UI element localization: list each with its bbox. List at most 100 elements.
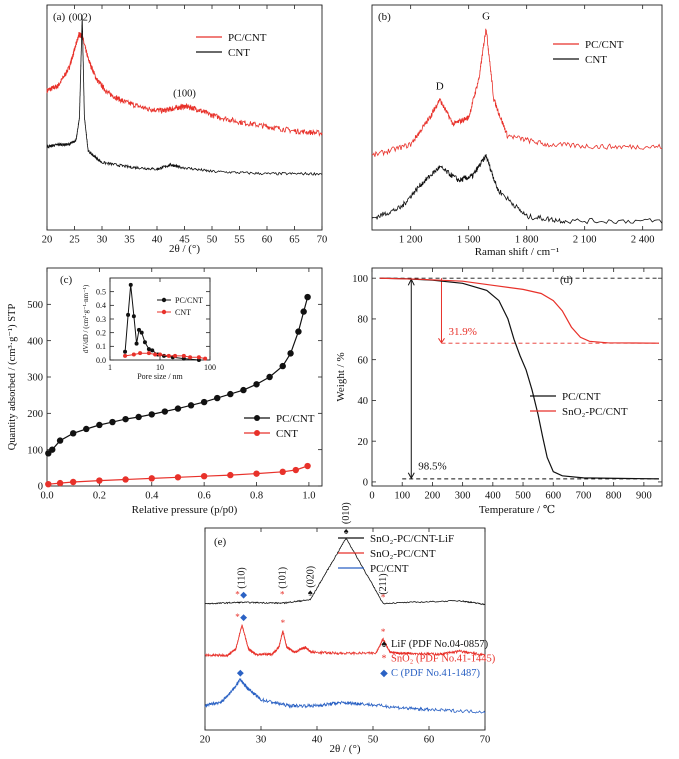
panel-d-x-axis-label: Temperature / ℃ xyxy=(479,504,555,516)
panel-c-inset-data-point xyxy=(126,312,131,317)
panel-c-inset-x-label: Pore size / nm xyxy=(137,372,183,381)
panel-c-ytick-label: 100 xyxy=(27,445,43,456)
panel-d-xtick-label: 100 xyxy=(394,491,410,502)
panel-c-inset-data-point xyxy=(128,282,133,287)
panel-c-xtick-label: 0.2 xyxy=(93,491,106,502)
panel-d-legend-label: SnO₂-PC/CNT xyxy=(562,406,628,418)
panel-d-xtick-label: 700 xyxy=(576,491,592,502)
panel-c-data-point xyxy=(287,350,294,357)
panel-d-xtick-label: 0 xyxy=(369,491,374,502)
panel-c-inset-legend-label: CNT xyxy=(175,308,191,317)
panel-b-band-annotation: G xyxy=(482,11,490,23)
panel-a-xtick-label: 25 xyxy=(69,235,80,246)
panel-c-inset-data-point xyxy=(131,314,136,319)
panel-c-data-point xyxy=(300,308,307,315)
panel-c-data-point xyxy=(83,425,90,433)
panel-e-phase-legend-marker: * xyxy=(382,654,387,665)
panel-b-xtick-label: 1 200 xyxy=(399,235,423,246)
panel-c-inset-legend-marker xyxy=(161,297,167,303)
panel-c-inset-data-point xyxy=(146,347,151,352)
panel-e-legend-label: SnO₂-PC/CNT-LiF xyxy=(370,533,454,545)
panel-c-legend-marker xyxy=(254,415,260,421)
panel-c-data-point xyxy=(148,475,155,482)
panel-b-xtick-label: 1 800 xyxy=(515,235,539,246)
panel-c-inset-ytick-label: 0.3 xyxy=(96,315,106,324)
panel-d-xtick-label: 900 xyxy=(636,491,652,502)
panel-c-inset-data-point xyxy=(181,353,186,358)
panel-c-inset-ytick-label: 0.2 xyxy=(96,328,106,337)
panel-e-hkl-label: (101) xyxy=(277,567,288,589)
panel-c-data-point xyxy=(227,471,234,479)
panel-d-y-axis-label: Weight / % xyxy=(335,352,347,401)
panel-c-inset-data-point xyxy=(150,348,155,353)
panel-c-inset-data-point xyxy=(181,356,186,361)
panel-d-xtick-label: 600 xyxy=(545,491,561,502)
panel-a-peak-annotation: (100) xyxy=(173,88,196,99)
panel-e-sno2-marker: * xyxy=(281,618,286,628)
panel-c-data-point xyxy=(122,476,129,483)
panel-e-carbon-marker: ◆ xyxy=(237,667,244,677)
panel-d-arrowhead-sno2 xyxy=(438,338,445,344)
panel-e-xrd-composites: 20 30 40 50 60 70 (e) (110) (101) (020) (010) (211)… xyxy=(200,502,496,755)
panel-c-data-point xyxy=(253,381,260,388)
panel-d-loss-annotation: 31.9% xyxy=(448,326,476,338)
panel-c-xtick-label: 0.0 xyxy=(40,491,53,502)
panel-c-data-point xyxy=(174,474,182,481)
panel-c-inset-data-point xyxy=(142,340,147,345)
panel-c-data-point xyxy=(49,446,56,453)
panel-c-ytick-label: 200 xyxy=(27,409,43,420)
panel-d-ytick-label: 0 xyxy=(363,478,368,489)
panel-d-ytick-label: 80 xyxy=(358,315,369,326)
panel-c-xtick-label: 0.6 xyxy=(198,491,211,502)
panel-e-hkl-label: (110) xyxy=(236,567,247,588)
panel-d-ytick-label: 40 xyxy=(358,396,369,407)
panel-b-plot-frame xyxy=(371,4,663,231)
panel-a-xtick-label: 50 xyxy=(207,235,218,246)
panel-a-xtick-label: 35 xyxy=(124,235,135,246)
panel-a-xtick-label: 20 xyxy=(42,235,53,246)
panel-e-xtick-label: 30 xyxy=(256,735,267,746)
panel-c-inset-data-point xyxy=(188,355,193,360)
panel-b-xtick-label: 2 400 xyxy=(631,235,655,246)
panel-d-ytick-label: 100 xyxy=(352,274,368,285)
panel-d-legend-label: PC/CNT xyxy=(562,391,601,403)
panel-e-hkl-label: (010) xyxy=(341,502,352,524)
panel-c-inset-data-point xyxy=(123,353,128,358)
panel-c-inset-xtick-label: 100 xyxy=(204,363,216,372)
panel-c-inset-data-point xyxy=(166,353,171,358)
panel-b-legend-label: CNT xyxy=(585,54,607,66)
panel-d-xtick-label: 800 xyxy=(606,491,622,502)
panel-c-data-point xyxy=(253,470,260,477)
panel-d-tga: 0 100 200 300 400 500 600 700 800 900 0 20 40 60 80 100… xyxy=(335,267,663,516)
panel-a-xtick-label: 45 xyxy=(179,235,190,246)
panel-b-band-annotation: D xyxy=(436,81,444,93)
panel-c-inset-data-point xyxy=(136,327,141,332)
panel-c-data-point xyxy=(109,418,116,426)
panel-c-inset-ytick-label: 0.5 xyxy=(96,287,106,296)
panel-c-data-point xyxy=(279,468,286,476)
panel-e-series-line xyxy=(204,537,486,606)
panel-e-xtick-label: 40 xyxy=(312,735,323,746)
panel-d-xtick-label: 500 xyxy=(515,491,531,502)
panel-d-plot-frame xyxy=(371,267,663,487)
panel-c-inset-xtick-label: 10 xyxy=(156,363,164,372)
panel-c-inset-data-point xyxy=(173,353,178,358)
panel-c-inset-xtick-label: 1 xyxy=(108,363,112,372)
panel-e-phase-legend-marker: ◆ xyxy=(380,668,388,679)
panel-a-series-line xyxy=(46,31,323,137)
panel-e-lif-marker: ♠ xyxy=(344,526,349,536)
panel-e-sno2-marker: * xyxy=(381,627,386,637)
panel-c-data-point xyxy=(304,462,311,470)
panel-c-data-point xyxy=(200,398,208,406)
panel-a-peak-annotation: (002) xyxy=(69,12,92,23)
panel-c-inset-data-point xyxy=(146,351,151,356)
panel-b-legend-label: PC/CNT xyxy=(585,39,624,51)
panel-c-inset-ytick-label: 0.0 xyxy=(96,356,106,365)
panel-c-xtick-label: 0.8 xyxy=(250,491,263,502)
panel-a-xrd: 20 25 30 35 40 45 50 55 60 65 70 (a) (002) (100) PC/CN… xyxy=(42,4,327,255)
panel-c-data-point xyxy=(279,362,286,370)
panel-b-xtick-label: 2 100 xyxy=(573,235,597,246)
panel-e-hkl-label: (211) xyxy=(378,573,389,594)
panel-c-data-point xyxy=(69,430,77,437)
panel-c-data-point xyxy=(161,408,169,415)
